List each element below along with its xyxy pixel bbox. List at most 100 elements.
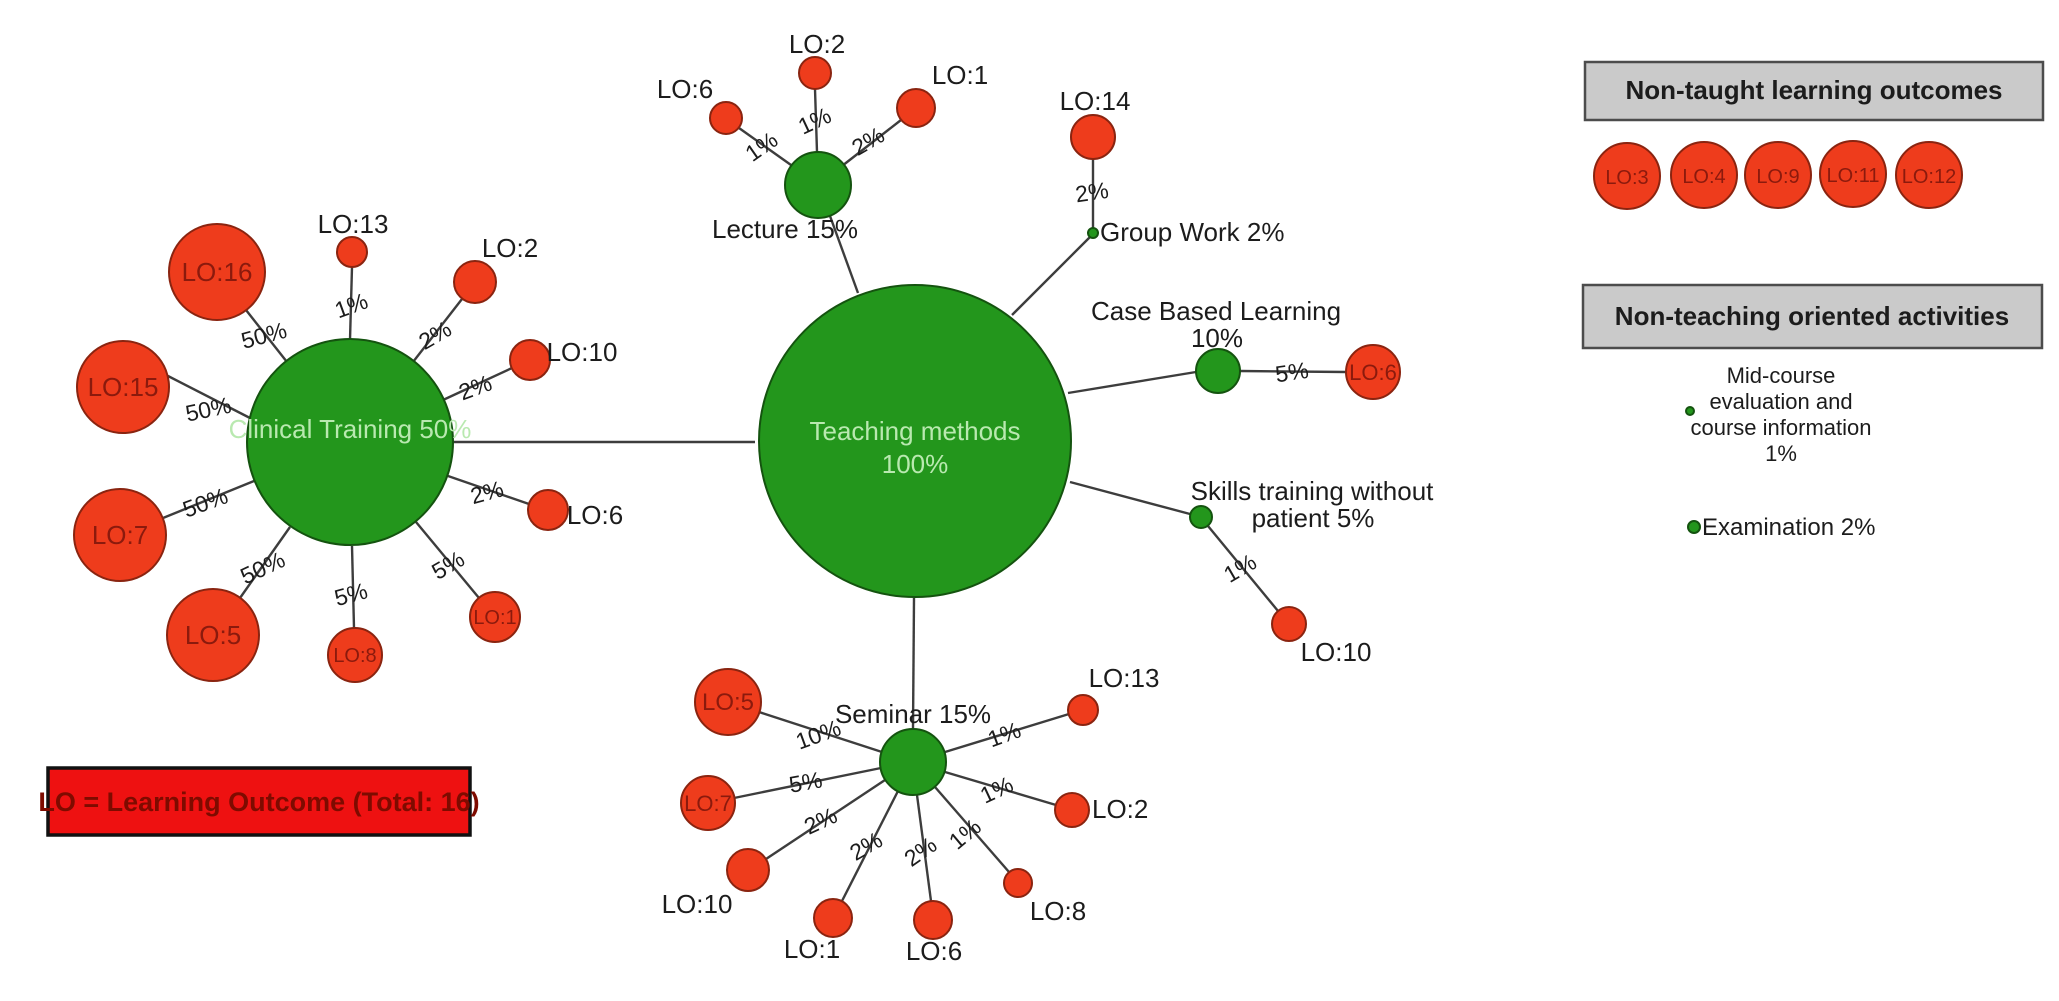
edge-clinical-lo2 xyxy=(412,298,463,363)
edge-clinical-lo15 xyxy=(167,374,251,420)
lo-label: LO:1 xyxy=(932,60,988,90)
mid-course-label-line3: course information xyxy=(1691,415,1872,440)
legend-non-taught-box xyxy=(1583,60,2045,122)
examination-dot xyxy=(1687,520,1701,534)
node-clinical-training xyxy=(246,338,454,546)
clinical-training-label: Clinical Training 50% xyxy=(229,414,472,444)
teaching-methods-share: 100% xyxy=(882,449,949,479)
edge-seminar-lo1 xyxy=(840,790,900,902)
skills-label-line2: patient 5% xyxy=(1252,503,1375,533)
lo-label: LO:2 xyxy=(789,29,845,59)
lo-label: LO:2 xyxy=(482,233,538,263)
lo-badge xyxy=(1670,141,1738,209)
lo-node-lecture-lo2 xyxy=(798,56,832,90)
lo-node-lecture-lo6 xyxy=(709,101,743,135)
lo-label: LO:5 xyxy=(185,620,241,650)
edge-weight-label: 1% xyxy=(976,771,1017,809)
lo-node-seminar-lo13 xyxy=(1067,694,1099,726)
lo-label: LO:7 xyxy=(684,791,732,816)
lo-label: LO:2 xyxy=(1092,794,1148,824)
node-group-work xyxy=(1087,227,1099,239)
lo-node-clinical-lo7 xyxy=(73,488,167,582)
edge-weight-label: 5% xyxy=(1274,357,1311,387)
edge-weight-label: 1% xyxy=(331,288,371,324)
lo-badge-label: LO:3 xyxy=(1605,167,1648,189)
lo-badge-label: LO:4 xyxy=(1682,166,1725,188)
lo-node-clinical-lo1 xyxy=(469,591,521,643)
lo-definition-note-box xyxy=(46,766,472,837)
lo-label: LO:10 xyxy=(1301,637,1372,667)
legend-non-teaching: Non-teaching oriented activities Mid-cou… xyxy=(1581,283,2044,541)
lo-node-seminar-lo1 xyxy=(813,898,853,938)
lo-label: LO:6 xyxy=(906,936,962,966)
node-labels: Teaching methods 100% Clinical Training … xyxy=(229,214,1435,729)
lo-badge xyxy=(1593,142,1661,210)
lo-label: LO:16 xyxy=(182,257,253,287)
legend-non-teaching-title: Non-teaching oriented activities xyxy=(1615,301,2009,331)
edge-weight-label: 5% xyxy=(787,766,824,797)
mid-course-label-line4: 1% xyxy=(1765,441,1797,466)
lo-label: LO:6 xyxy=(657,74,713,104)
edge-casebased-lo6 xyxy=(1239,369,1347,374)
node-case-based-learning xyxy=(1195,348,1241,394)
edge-clinical-lo10 xyxy=(442,366,513,402)
lo-label: LO:6 xyxy=(1349,360,1397,385)
edge-clinical-lo16 xyxy=(245,309,288,363)
edge-seminar-lo8 xyxy=(934,786,1010,873)
edge-teaching-groupwork xyxy=(1011,236,1091,316)
lo-node-clinical-lo16 xyxy=(168,223,266,321)
edge-clinical-lo13 xyxy=(348,266,354,341)
lo-node-clinical-lo2 xyxy=(453,260,497,304)
lo-label: LO:14 xyxy=(1060,86,1131,116)
edge-skills-lo10 xyxy=(1207,525,1279,612)
method-nodes xyxy=(246,151,1241,796)
edge-teaching-lecture xyxy=(828,215,860,294)
lo-node-clinical-lo13 xyxy=(336,236,368,268)
lo-node-seminar-lo5 xyxy=(694,668,762,736)
lo-definition-note: LO = Learning Outcome (Total: 16) xyxy=(38,766,480,837)
edge-weight-label: 10% xyxy=(792,714,844,754)
lo-label: LO:10 xyxy=(662,889,733,919)
edge-seminar-lo7 xyxy=(733,766,882,800)
lo-node-clinical-lo6 xyxy=(527,489,569,531)
lo-badge-label: LO:9 xyxy=(1756,166,1799,188)
lo-badge xyxy=(1744,141,1812,209)
lo-label: LO:1 xyxy=(784,934,840,964)
lo-badge xyxy=(1895,141,1963,209)
lo-label: LO:1 xyxy=(473,607,516,629)
edge-lecture-lo1 xyxy=(841,119,902,167)
lo-node-lecture-lo1 xyxy=(896,88,936,128)
edge-seminar-lo13 xyxy=(944,712,1070,754)
edge-weight-label: 50% xyxy=(179,482,231,522)
edge-teaching-seminar xyxy=(911,597,916,730)
edge-lecture-lo2 xyxy=(813,88,819,153)
edge-seminar-lo5 xyxy=(758,710,883,754)
edge-lecture-lo6 xyxy=(738,127,792,166)
edge-weight-label: 50% xyxy=(238,317,289,354)
seminar-label: Seminar 15% xyxy=(835,699,991,729)
teaching-methods-label: Teaching methods xyxy=(809,416,1020,446)
edge-clinical-lo5 xyxy=(239,526,291,599)
edge-weight-label: 2% xyxy=(899,831,941,871)
edge-weight-label: 1% xyxy=(944,813,986,854)
edge-clinical-lo7 xyxy=(162,479,255,520)
lo-label: LO:13 xyxy=(1089,663,1160,693)
lo-node-seminar-lo6 xyxy=(913,900,953,940)
lo-label: LO:8 xyxy=(1030,896,1086,926)
edge-seminar-lo6 xyxy=(915,794,933,902)
lo-node-casebased-lo6 xyxy=(1345,344,1401,400)
lo-label: LO:7 xyxy=(92,520,148,550)
outcome-nodes xyxy=(73,56,1401,940)
edge-weight-label: 2% xyxy=(845,827,887,866)
examination-label: Examination 2% xyxy=(1702,514,1875,541)
lecture-label: Lecture 15% xyxy=(712,214,858,244)
case-based-label-line1: Case Based Learning xyxy=(1091,296,1341,326)
group-work-label: Group Work 2% xyxy=(1100,217,1284,247)
lo-label: LO:6 xyxy=(567,500,623,530)
lo-badge xyxy=(1819,140,1887,208)
lo-label: LO:10 xyxy=(547,337,618,367)
node-teaching-methods xyxy=(758,284,1072,598)
lo-label: LO:13 xyxy=(318,209,389,239)
lo-node-clinical-lo8 xyxy=(327,627,383,683)
lo-inside-labels: LO:16 LO:15 LO:7 LO:5 LO:1 LO:8 LO:6 LO:… xyxy=(88,257,1397,816)
